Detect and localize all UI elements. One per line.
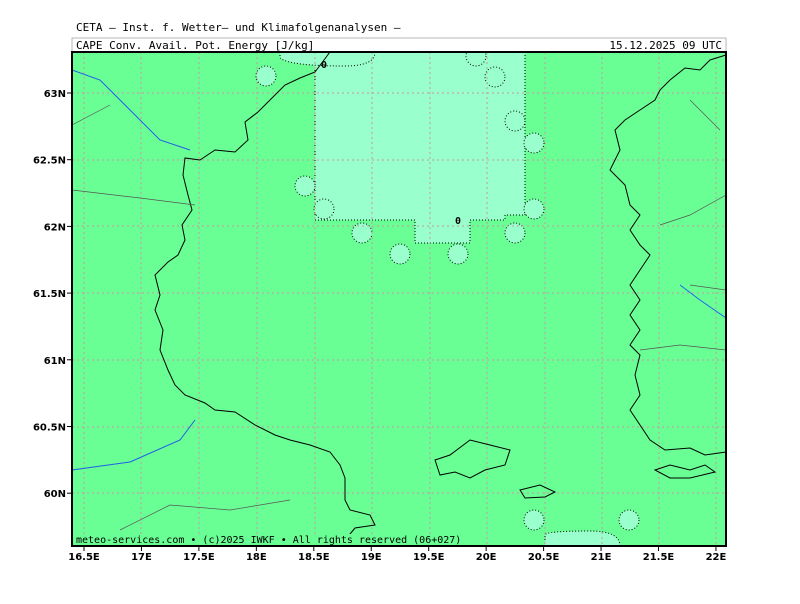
lon-label: 21E [591, 552, 612, 563]
valid-time: 15.12.2025 09 UTC [609, 39, 722, 52]
lon-label: 19E [361, 552, 382, 563]
credit-bg [72, 534, 442, 546]
lat-label: 62.5N [33, 156, 66, 167]
lon-label: 18.5E [298, 552, 330, 563]
title: CETA — Inst. f. Wetter— und Klimafolgena… [76, 21, 401, 34]
lon-label: 19.5E [413, 552, 445, 563]
lat-label: 60N [44, 489, 66, 500]
field-label: CAPE_Conv._Avail._Pot._Energy_[J/kg] [76, 39, 314, 52]
lon-label: 18E [246, 552, 267, 563]
lat-label: 60.5N [33, 423, 66, 434]
axes: 16.5E 17E 17.5E 18E 18.5E 19E 19.5E 20E 20.5E 21E… [33, 89, 727, 563]
credit: meteo-services.com • (c)2025 IWKF • All … [76, 535, 461, 546]
map-area: 0 0 meteo-services.com • (c)2025 IWKF • … [72, 52, 726, 546]
lon-label: 22E [706, 552, 727, 563]
contour-label: 0 [321, 60, 327, 71]
map-frame [71, 51, 727, 547]
lat-label: 62N [44, 222, 66, 233]
lat-label: 61N [44, 356, 66, 367]
lat-label: 61.5N [33, 289, 66, 300]
lon-label: 21.5E [643, 552, 675, 563]
lon-label: 17.5E [183, 552, 215, 563]
contour-label: 0 [455, 216, 461, 227]
lon-label: 17E [131, 552, 152, 563]
lat-label: 63N [44, 89, 66, 100]
lon-label: 20.5E [528, 552, 560, 563]
lon-label: 20E [476, 552, 497, 563]
lon-label: 16.5E [68, 552, 100, 563]
